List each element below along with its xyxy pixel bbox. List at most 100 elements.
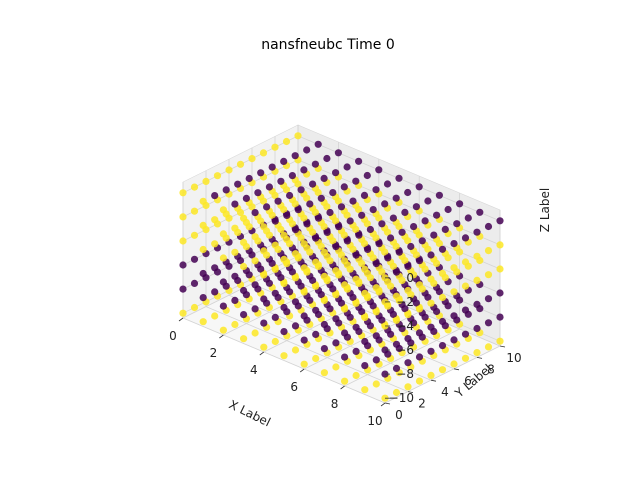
data-points <box>179 132 504 402</box>
data-point <box>219 278 227 286</box>
data-point <box>415 183 423 191</box>
x-tick-mark <box>380 402 386 407</box>
data-point <box>312 258 320 266</box>
data-point <box>456 200 464 208</box>
data-point <box>461 330 470 338</box>
x-tick-mark <box>219 334 224 339</box>
data-point <box>320 248 328 256</box>
data-point <box>225 166 233 174</box>
data-point <box>484 319 493 327</box>
data-point <box>260 295 268 303</box>
data-point <box>464 214 472 222</box>
data-point <box>231 320 239 329</box>
x-tick-label: 6 <box>290 380 298 394</box>
data-point <box>288 172 296 180</box>
data-point <box>441 225 449 233</box>
data-point <box>361 362 369 370</box>
data-point <box>430 231 438 239</box>
data-point <box>251 281 259 289</box>
z-tick-label: −4 <box>396 319 414 333</box>
data-point <box>312 330 320 338</box>
data-point <box>372 332 380 340</box>
data-point <box>300 312 308 320</box>
data-point <box>240 335 248 343</box>
data-point <box>240 214 248 222</box>
data-point <box>320 320 328 329</box>
data-point <box>484 343 493 351</box>
x-tick-label: 4 <box>250 363 258 377</box>
data-point <box>297 186 305 194</box>
data-point <box>392 364 401 372</box>
data-point <box>496 265 504 273</box>
data-point <box>240 311 248 319</box>
data-point <box>332 315 340 323</box>
data-point <box>219 230 227 238</box>
data-point <box>309 180 317 188</box>
data-point <box>375 166 383 174</box>
data-point <box>199 318 207 326</box>
x-tick-label: 10 <box>367 414 382 428</box>
grid-line <box>344 328 460 387</box>
data-point <box>427 323 435 331</box>
data-point <box>259 149 268 157</box>
data-point <box>484 247 493 255</box>
data-point <box>453 220 461 228</box>
data-point <box>199 269 207 278</box>
data-point <box>332 291 340 299</box>
data-point <box>179 285 187 293</box>
data-point <box>260 343 268 351</box>
data-point <box>352 177 360 185</box>
data-point <box>260 247 268 255</box>
data-point <box>372 380 380 388</box>
data-point <box>320 272 328 280</box>
data-point <box>271 337 279 346</box>
data-point <box>271 143 279 151</box>
data-point <box>361 337 369 346</box>
y-tick-mark <box>430 379 437 382</box>
data-point <box>450 312 458 320</box>
data-point <box>410 223 418 231</box>
data-point <box>404 262 412 270</box>
data-point <box>291 226 300 234</box>
x-tick-label: 0 <box>169 329 177 343</box>
data-point <box>395 174 403 182</box>
data-point <box>257 169 265 177</box>
data-point <box>251 233 259 241</box>
data-point <box>444 205 452 214</box>
data-point <box>392 388 401 397</box>
data-point <box>317 194 325 202</box>
data-point <box>236 160 245 168</box>
data-point <box>211 312 219 320</box>
data-point <box>211 264 219 272</box>
data-point <box>271 313 279 321</box>
data-point <box>332 339 340 347</box>
data-point <box>300 264 308 272</box>
data-point <box>433 211 441 219</box>
data-point <box>294 132 302 140</box>
data-point <box>231 248 239 256</box>
data-point <box>381 200 389 208</box>
data-point <box>340 183 348 191</box>
data-point <box>311 160 319 168</box>
data-point <box>268 163 276 171</box>
data-point <box>375 240 383 248</box>
data-point <box>450 360 458 368</box>
data-point <box>438 366 447 374</box>
data-point <box>450 288 458 296</box>
data-point <box>211 216 219 224</box>
data-point <box>231 200 239 208</box>
data-point <box>332 243 340 251</box>
data-point <box>219 254 227 262</box>
data-point <box>496 241 504 249</box>
data-point <box>438 293 447 302</box>
data-point <box>271 241 279 249</box>
z-axis-label: Z Label <box>538 188 552 232</box>
data-point <box>389 214 397 222</box>
data-point <box>435 191 443 199</box>
x-tick-mark <box>299 368 305 373</box>
data-point <box>473 324 481 333</box>
chart-title: nansfneubc Time 0 <box>261 37 395 53</box>
data-point <box>245 174 253 183</box>
data-point <box>384 254 392 262</box>
data-point <box>496 217 504 225</box>
